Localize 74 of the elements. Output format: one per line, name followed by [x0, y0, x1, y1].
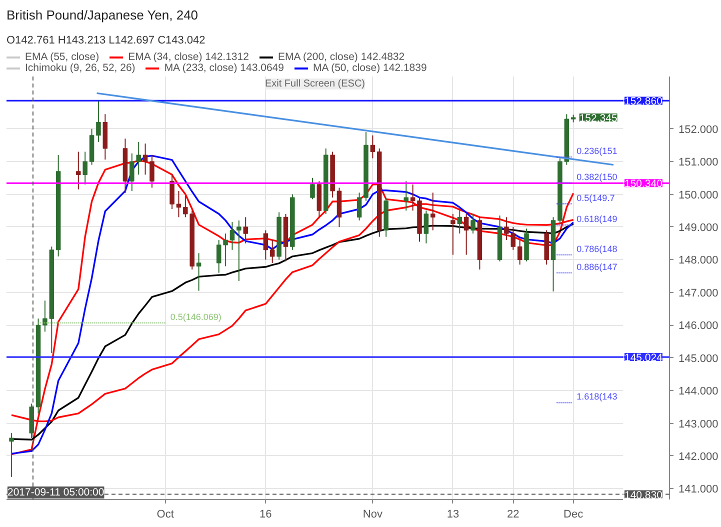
- candlestick: [76, 151, 81, 190]
- y-tick-label: 150.000: [678, 189, 718, 202]
- candlestick: [130, 152, 134, 192]
- x-tick-label: Dec: [564, 508, 584, 520]
- candlestick: [9, 432, 14, 478]
- candlestick: [450, 213, 456, 256]
- candlestick: [517, 240, 522, 266]
- candlestick: [470, 213, 476, 234]
- y-tick-label: 147.000: [678, 287, 718, 300]
- x-tick-label: 22: [507, 508, 520, 520]
- candlestick: [356, 192, 362, 221]
- y-tick-label: 144.000: [678, 386, 718, 398]
- candlestick: [370, 134, 376, 159]
- candlestick: [457, 206, 462, 234]
- series-label: 1.618(143: [576, 392, 618, 402]
- candlestick: [230, 222, 235, 250]
- candlestick: [263, 230, 268, 260]
- candlestick: [150, 154, 154, 188]
- y-tick-label: 149.000: [678, 222, 718, 234]
- ref-line-label: 2017-09-11 05:00:00: [8, 486, 104, 498]
- candlestick: [223, 233, 228, 267]
- ref-line-label: 145.024: [624, 352, 663, 364]
- y-tick-label: 145.000: [678, 352, 718, 365]
- candlestick: [270, 240, 275, 264]
- candlestick: [96, 100, 101, 142]
- chart-subtitle: O142.761 H143.213 L142.697 C143.042: [6, 34, 206, 46]
- x-tick-label: Nov: [362, 508, 383, 520]
- y-tick-label: 143.000: [678, 418, 718, 430]
- ref-line-label: 152.860: [624, 96, 663, 108]
- legend-label: Ichimoku (9, 26, 52, 26): [25, 62, 136, 74]
- legend-label: EMA (200, close) 142.4832: [278, 51, 405, 63]
- candlestick: [424, 210, 429, 244]
- series-label: 0.382(150: [576, 172, 618, 182]
- candlestick: [216, 240, 222, 274]
- x-tick-label: 13: [446, 508, 460, 520]
- series-label: 0.886(147: [576, 262, 618, 272]
- ref-line-label: 140.830: [624, 489, 663, 502]
- legend-label: MA (233, close) 143.0649: [164, 62, 284, 74]
- candlestick: [510, 226, 516, 250]
- y-tick-label: 152.000: [678, 124, 718, 136]
- candlestick: [142, 143, 148, 176]
- legend-label: MA (50, close) 142.1839: [312, 62, 427, 74]
- candlestick: [136, 141, 141, 176]
- annotation: 152.345: [579, 112, 618, 125]
- candlestick: [196, 252, 202, 292]
- legend-label: EMA (55, close): [25, 51, 100, 63]
- y-tick-label: 146.000: [678, 320, 718, 332]
- series-label: 0.5(149.7: [576, 192, 615, 203]
- candlestick: [236, 220, 242, 282]
- candlestick: [243, 216, 248, 244]
- candlestick: [464, 213, 469, 256]
- candlestick: [310, 177, 315, 200]
- y-tick-label: 151.000: [678, 156, 718, 169]
- candlestick: [504, 216, 509, 241]
- y-tick-label: 142.000: [678, 450, 718, 463]
- x-tick-label: 16: [260, 508, 272, 520]
- y-tick-label: 148.000: [678, 254, 718, 267]
- y-tick-label: 141.000: [678, 484, 718, 496]
- series-label: 0.236(151: [576, 146, 618, 156]
- candlestick: [410, 184, 416, 212]
- series-label: 0.786(148: [576, 244, 618, 254]
- candlestick: [404, 180, 408, 212]
- x-tick-label: Oct: [156, 508, 174, 520]
- chart-title: British Pound/Japanese Yen, 240: [6, 8, 198, 22]
- annotation: Exit Full Screen (ESC): [264, 78, 366, 90]
- legend-label: EMA (34, close) 142.1312: [128, 51, 249, 63]
- candlestick: [170, 174, 174, 210]
- candlestick: [42, 300, 48, 332]
- series-label: 0.618(149: [576, 214, 618, 224]
- candlestick: [430, 192, 436, 231]
- candlestick: [183, 195, 188, 218]
- series-label: 0.5(146.069): [170, 312, 222, 322]
- ref-line-label: 150.340: [624, 178, 663, 190]
- candlestick: [82, 151, 88, 185]
